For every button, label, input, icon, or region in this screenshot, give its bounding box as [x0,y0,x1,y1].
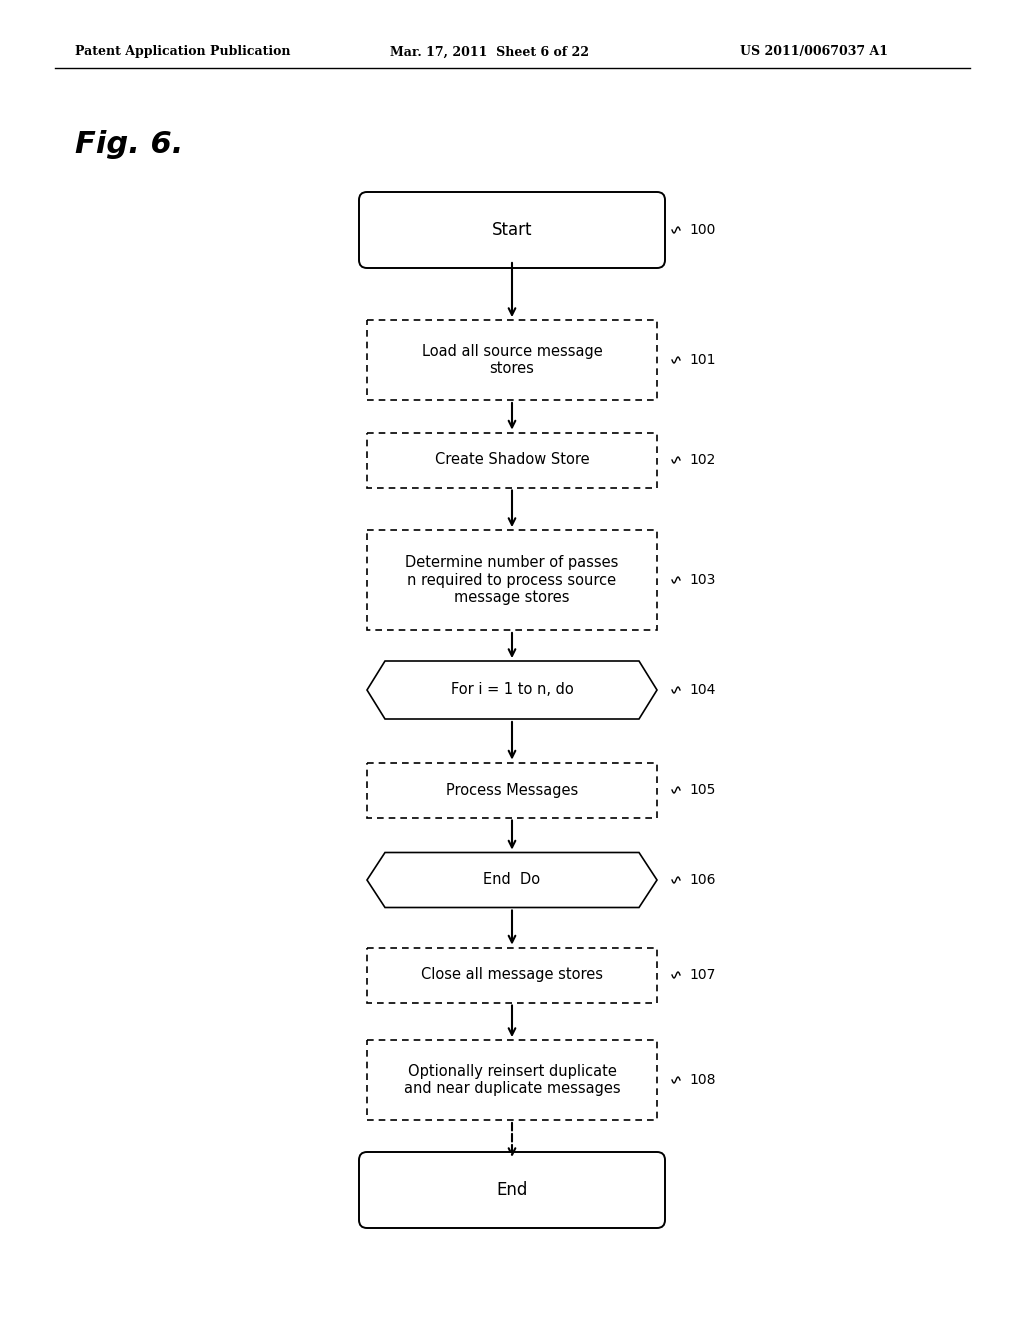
FancyBboxPatch shape [359,1152,665,1228]
Text: 101: 101 [689,352,716,367]
Bar [367,1040,657,1119]
Text: 106: 106 [689,873,716,887]
Text: End: End [497,1181,527,1199]
Text: 100: 100 [689,223,716,238]
FancyBboxPatch shape [359,191,665,268]
Polygon shape [367,853,657,908]
Text: 105: 105 [689,783,716,797]
Bar [367,433,657,487]
Text: Create Shadow Store: Create Shadow Store [434,453,590,467]
Text: 102: 102 [689,453,716,467]
Bar [367,319,657,400]
Text: Patent Application Publication: Patent Application Publication [75,45,291,58]
Text: Close all message stores: Close all message stores [421,968,603,982]
Text: Process Messages: Process Messages [445,783,579,797]
Text: 108: 108 [689,1073,716,1086]
Polygon shape [367,661,657,719]
Text: 107: 107 [689,968,716,982]
Text: Optionally reinsert duplicate
and near duplicate messages: Optionally reinsert duplicate and near d… [403,1064,621,1096]
Bar [367,531,657,630]
Text: 104: 104 [689,682,716,697]
Text: For i = 1 to n, do: For i = 1 to n, do [451,682,573,697]
Bar [367,948,657,1002]
Text: US 2011/0067037 A1: US 2011/0067037 A1 [740,45,888,58]
Text: End  Do: End Do [483,873,541,887]
Text: Determine number of passes
n required to process source
message stores: Determine number of passes n required to… [406,556,618,605]
Bar [367,763,657,817]
Text: Start: Start [492,220,532,239]
Text: Load all source message
stores: Load all source message stores [422,343,602,376]
Text: Mar. 17, 2011  Sheet 6 of 22: Mar. 17, 2011 Sheet 6 of 22 [390,45,589,58]
Text: Fig. 6.: Fig. 6. [75,129,183,158]
Text: 103: 103 [689,573,716,587]
